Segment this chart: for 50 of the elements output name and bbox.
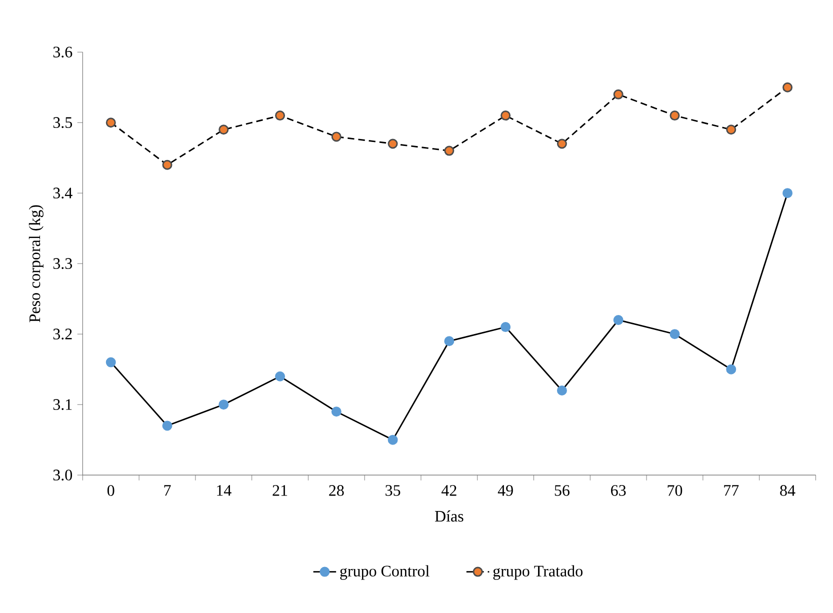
x-tick-label: 35 — [386, 485, 400, 496]
point — [726, 364, 736, 374]
point — [670, 110, 680, 121]
y-tick-label: 3.6 — [53, 46, 72, 58]
x-tick-label: 70 — [668, 485, 682, 496]
y-tick-label: 3.4 — [53, 188, 72, 199]
y-tick-label: 3.5 — [53, 117, 72, 128]
point — [782, 82, 793, 92]
point — [331, 132, 342, 142]
y-axis-title: Peso corporal (kg) — [28, 205, 44, 322]
legend-label: grupo Control — [340, 565, 430, 580]
point — [162, 160, 172, 170]
legend-label: grupo Tratado — [493, 565, 583, 580]
x-tick-label: 0 — [107, 485, 114, 496]
point — [218, 400, 229, 410]
point — [331, 406, 342, 417]
point — [613, 314, 624, 325]
point — [613, 89, 624, 100]
point — [782, 188, 793, 198]
point — [444, 336, 454, 346]
point — [500, 110, 511, 121]
point — [556, 385, 567, 396]
point — [388, 434, 398, 445]
point — [275, 371, 286, 382]
x-tick-label: 63 — [611, 485, 626, 496]
point — [500, 322, 511, 332]
y-tick-label: 3.2 — [53, 328, 72, 340]
x-tick-label: 49 — [498, 485, 513, 496]
point — [556, 138, 567, 149]
point — [388, 138, 398, 149]
x-tick-label: 14 — [217, 485, 232, 496]
point — [106, 118, 116, 128]
x-tick-label: 77 — [724, 485, 739, 496]
point — [444, 146, 454, 156]
point — [218, 124, 229, 135]
x-tick-label: 28 — [329, 485, 344, 496]
x-tick-label: 56 — [554, 485, 570, 496]
x-tick-label: 21 — [272, 485, 288, 496]
x-axis-title: Días — [434, 510, 464, 522]
point — [275, 110, 286, 121]
x-tick-label: 84 — [780, 485, 796, 496]
y-tick-label: 3.1 — [53, 399, 72, 410]
point — [106, 357, 116, 368]
x-tick-label: 7 — [164, 485, 171, 496]
point — [670, 329, 680, 340]
point — [726, 124, 736, 135]
y-tick-label: 3.3 — [53, 258, 72, 269]
point — [162, 420, 172, 431]
x-tick-label: 42 — [442, 485, 456, 496]
y-tick-label: 3.0 — [53, 470, 72, 481]
